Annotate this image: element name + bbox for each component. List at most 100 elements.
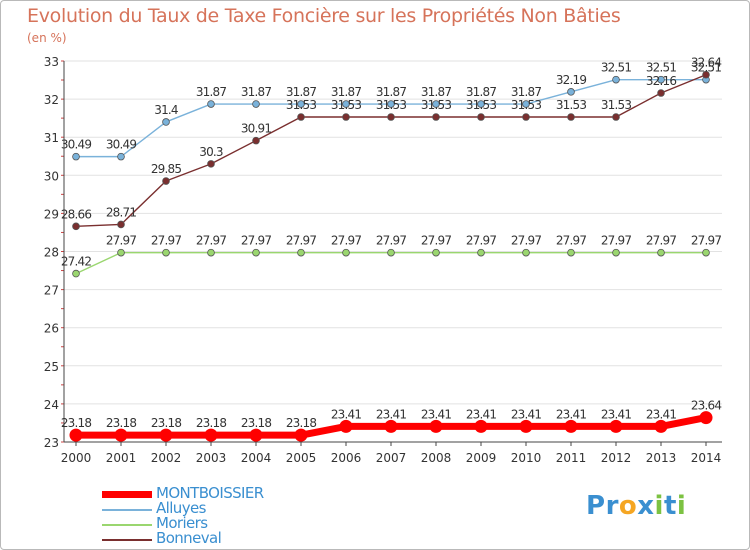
logo-letter: r xyxy=(605,491,619,521)
data-point xyxy=(162,177,170,185)
data-label: 27.97 xyxy=(556,234,587,248)
data-point xyxy=(162,118,170,126)
data-point xyxy=(699,411,713,425)
data-point xyxy=(72,269,80,278)
data-label: 28.66 xyxy=(61,207,92,221)
data-label: 27.97 xyxy=(196,234,227,248)
y-tick-label: 30 xyxy=(44,169,59,183)
data-label: 31.53 xyxy=(511,98,542,112)
data-point xyxy=(567,88,575,96)
data-point xyxy=(207,248,215,257)
data-point xyxy=(252,100,260,108)
data-point xyxy=(522,113,530,121)
data-label: 32.19 xyxy=(556,73,587,87)
y-axis-unit-label: (en %) xyxy=(27,31,67,45)
x-tick-label: 2012 xyxy=(601,451,632,465)
data-label: 23.18 xyxy=(196,416,227,430)
x-tick-label: 2007 xyxy=(376,451,407,465)
y-tick-label: 27 xyxy=(44,284,59,298)
data-label: 23.18 xyxy=(286,416,317,430)
legend-swatch xyxy=(102,491,152,498)
data-point xyxy=(249,428,263,442)
data-label: 31.87 xyxy=(421,85,452,99)
legend-label: Bonneval xyxy=(156,529,222,547)
data-point xyxy=(612,113,620,121)
x-tick-label: 2013 xyxy=(646,451,677,465)
data-label: 31.53 xyxy=(331,98,362,112)
data-point xyxy=(69,428,83,442)
data-label: 28.71 xyxy=(106,205,137,219)
y-tick-label: 33 xyxy=(44,55,59,69)
data-point xyxy=(432,248,440,257)
data-point xyxy=(342,248,350,257)
data-point xyxy=(294,428,308,442)
proxiti-logo: Proxiti xyxy=(586,491,686,521)
data-label: 27.97 xyxy=(331,234,362,248)
data-label: 23.18 xyxy=(151,416,182,430)
data-point xyxy=(657,75,665,84)
data-point xyxy=(204,428,218,442)
data-label: 32.51 xyxy=(646,61,677,75)
data-label: 31.87 xyxy=(376,85,407,99)
data-point xyxy=(72,152,80,161)
data-label: 31.87 xyxy=(196,85,227,99)
logo-letter: o xyxy=(618,491,638,521)
x-tick-label: 2011 xyxy=(556,451,587,465)
data-label: 31.4 xyxy=(154,103,178,117)
data-label: 23.41 xyxy=(511,407,542,421)
data-point xyxy=(522,248,530,257)
data-point xyxy=(654,419,668,433)
data-point xyxy=(72,222,80,231)
data-label: 31.53 xyxy=(466,98,497,112)
y-tick-label: 26 xyxy=(44,322,59,336)
data-label: 30.3 xyxy=(199,145,223,159)
y-tick-label: 24 xyxy=(44,398,59,412)
data-label: 23.64 xyxy=(691,399,722,413)
data-label: 27.97 xyxy=(286,234,317,248)
data-label: 27.97 xyxy=(691,234,722,248)
data-point xyxy=(477,248,485,257)
x-tick-label: 2000 xyxy=(61,451,92,465)
data-point xyxy=(522,100,530,108)
data-label: 23.18 xyxy=(241,416,272,430)
data-point xyxy=(657,89,665,97)
x-tick-label: 2006 xyxy=(331,451,362,465)
data-label: 23.41 xyxy=(376,407,407,421)
data-point xyxy=(342,100,350,108)
data-label: 27.97 xyxy=(646,234,677,248)
x-tick-label: 2009 xyxy=(466,451,497,465)
data-point xyxy=(339,419,353,433)
data-label: 27.97 xyxy=(601,234,632,248)
data-label: 27.97 xyxy=(241,234,272,248)
data-point xyxy=(387,248,395,257)
data-label: 31.87 xyxy=(241,85,272,99)
x-tick-label: 2010 xyxy=(511,451,542,465)
data-point xyxy=(477,100,485,108)
logo-letter: i xyxy=(654,491,664,521)
data-label: 32.51 xyxy=(691,61,722,75)
data-point xyxy=(477,113,485,121)
logo-letter: i xyxy=(676,491,687,521)
data-label: 31.53 xyxy=(286,98,317,112)
data-label: 30.91 xyxy=(241,122,272,136)
data-label: 27.97 xyxy=(511,234,542,248)
chart-title: Evolution du Taux de Taxe Foncière sur l… xyxy=(27,5,621,27)
data-point xyxy=(297,113,305,121)
data-label: 31.87 xyxy=(511,85,542,99)
data-label: 32.51 xyxy=(601,61,632,75)
data-label: 23.41 xyxy=(421,407,452,421)
data-label: 31.87 xyxy=(286,85,317,99)
data-point xyxy=(384,419,398,433)
logo-letter: P xyxy=(586,491,606,521)
data-point xyxy=(297,248,305,257)
x-tick-label: 2004 xyxy=(241,451,272,465)
data-point xyxy=(387,100,395,108)
y-tick-label: 32 xyxy=(44,93,59,107)
data-label: 31.53 xyxy=(556,98,587,112)
data-point xyxy=(429,419,443,433)
data-point xyxy=(162,248,170,257)
data-label: 23.41 xyxy=(601,407,632,421)
legend-label: Moriers xyxy=(156,514,208,532)
